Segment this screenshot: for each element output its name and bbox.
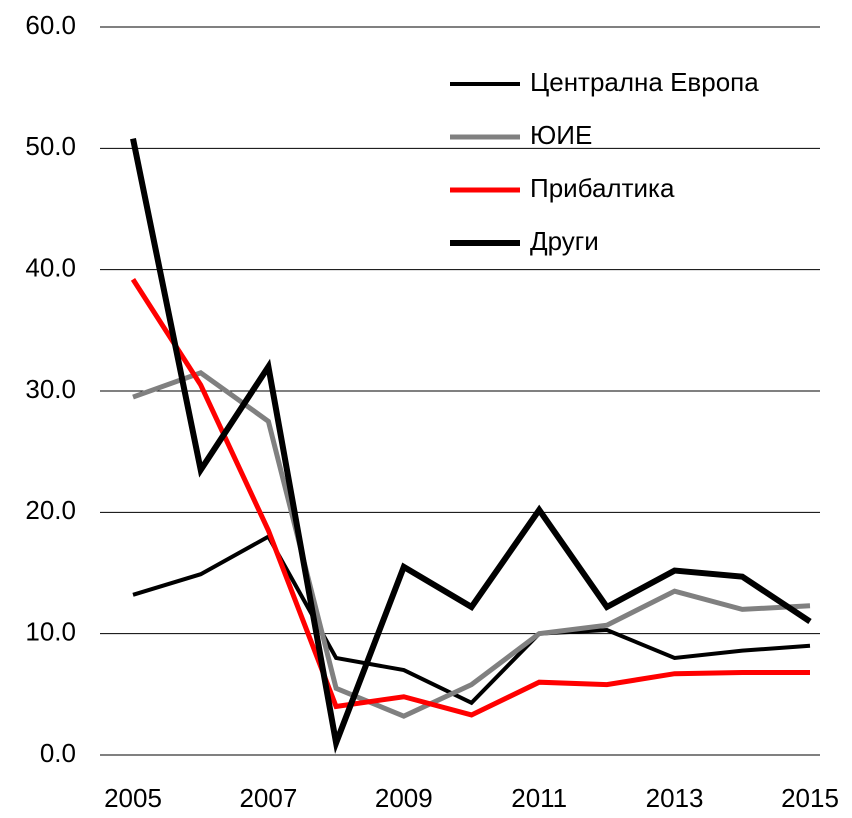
y-tick-label: 40.0 xyxy=(25,253,76,283)
y-tick-label: 20.0 xyxy=(25,495,76,525)
x-tick-label: 2009 xyxy=(375,783,433,813)
legend-label: Други xyxy=(530,226,599,256)
y-tick-label: 60.0 xyxy=(25,10,76,40)
y-tick-label: 50.0 xyxy=(25,131,76,161)
y-tick-label: 10.0 xyxy=(25,617,76,647)
x-tick-label: 2005 xyxy=(104,783,162,813)
legend-label: ЮИЕ xyxy=(530,120,592,150)
series-line xyxy=(132,533,811,706)
x-tick-label: 2007 xyxy=(239,783,297,813)
legend-label: Прибалтика xyxy=(530,173,675,203)
x-tick-label: 2011 xyxy=(511,783,567,813)
x-tick-label: 2013 xyxy=(646,783,704,813)
legend-label: Централна Европа xyxy=(530,67,759,97)
series-line xyxy=(130,278,810,718)
y-tick-label: 0.0 xyxy=(40,738,76,768)
y-tick-label: 30.0 xyxy=(25,374,76,404)
x-tick-label: 2015 xyxy=(781,783,839,813)
series-line xyxy=(130,138,812,754)
series-line xyxy=(132,370,811,719)
